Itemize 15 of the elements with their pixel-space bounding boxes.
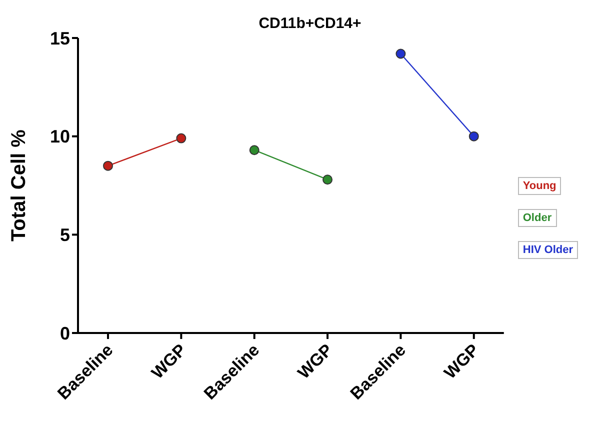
point xyxy=(396,48,406,59)
y-tick-label: 15 xyxy=(50,28,70,48)
text: HIV Older xyxy=(518,241,578,259)
point xyxy=(249,145,260,156)
chart-title: CD11b+CD14+ xyxy=(258,15,362,32)
point xyxy=(468,131,479,142)
text: Older xyxy=(518,209,557,227)
point xyxy=(176,133,186,144)
y-tick-label: 10 xyxy=(50,126,70,147)
y-axis-title: Total Cell % xyxy=(8,129,30,242)
point xyxy=(103,160,113,171)
y-tick-label: 5 xyxy=(60,225,70,246)
text: Young xyxy=(518,177,562,195)
y-tick-label: 0 xyxy=(60,323,70,344)
point xyxy=(322,174,333,185)
